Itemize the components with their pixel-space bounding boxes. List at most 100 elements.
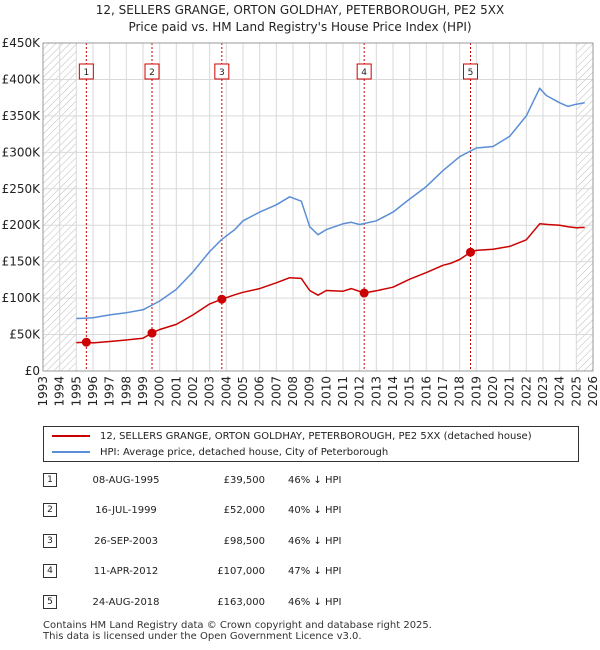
- row-hpi: 46% ↓ HPI: [288, 536, 342, 547]
- x-tick-label: 1997: [103, 376, 117, 407]
- x-tick-label: 2012: [353, 376, 367, 407]
- x-tick-label: 2017: [436, 376, 450, 407]
- x-tick-label: 2025: [569, 376, 583, 407]
- y-tick-label: £100K: [2, 291, 42, 305]
- transaction-point: [147, 328, 157, 338]
- plot-frame: [42, 42, 594, 372]
- x-tick-label: 2006: [253, 376, 267, 407]
- transaction-label-box: [214, 63, 230, 80]
- transaction-label: 2: [149, 68, 155, 78]
- transaction-label-box: [144, 63, 160, 80]
- transaction-point: [81, 337, 91, 347]
- chart-title-line: 12, SELLERS GRANGE, ORTON GOLDHAY, PETER…: [95, 3, 505, 17]
- chart-title: 12, SELLERS GRANGE, ORTON GOLDHAY, PETER…: [0, 2, 600, 36]
- series-line: [76, 87, 585, 320]
- x-tick-label: 1995: [69, 376, 83, 407]
- row-number-badge: 5: [43, 595, 57, 609]
- legend-label-hpi: HPI: Average price, detached house, City…: [100, 447, 389, 458]
- legend: 12, SELLERS GRANGE, ORTON GOLDHAY, PETER…: [43, 426, 579, 462]
- x-tick-label: 2011: [336, 376, 350, 407]
- row-price: £107,000: [217, 566, 265, 577]
- x-tick-label: 1993: [36, 376, 50, 407]
- x-tick-label: 2005: [236, 376, 250, 407]
- footer-line: Contains HM Land Registry data © Crown c…: [43, 620, 432, 631]
- x-tick-label: 2002: [186, 376, 200, 407]
- x-tick-label: 2023: [536, 376, 550, 407]
- legend-swatch-property: [52, 435, 90, 437]
- x-tick-label: 2007: [269, 376, 283, 407]
- hatched-region: [576, 43, 593, 371]
- table-row: 4 11-APR-2012 £107,000 47% ↓ HPI: [43, 562, 583, 582]
- x-tick-label: 2013: [369, 376, 383, 407]
- y-tick-label: £400K: [2, 72, 42, 86]
- legend-item-hpi: HPI: Average price, detached house, City…: [52, 446, 388, 460]
- x-tick-label: 2008: [286, 376, 300, 407]
- transaction-point: [217, 294, 227, 304]
- x-tick-label: 1996: [86, 376, 100, 407]
- transaction-label-box: [356, 63, 372, 80]
- y-tick-label: £50K: [9, 328, 41, 342]
- row-price: £163,000: [217, 597, 265, 608]
- row-hpi: 40% ↓ HPI: [288, 505, 342, 516]
- price-chart: 1 2 3 4 5 £0 £50K £100K £150K £200K £250K £300K £35…: [2, 36, 600, 407]
- x-tick-label: 2000: [153, 376, 167, 407]
- legend-swatch-hpi: [52, 451, 90, 453]
- transaction-label: 5: [468, 68, 474, 78]
- transaction-label-box: [78, 63, 94, 80]
- y-tick-label: £150K: [2, 255, 42, 269]
- chart-subtitle-line: Price paid vs. HM Land Registry's House …: [128, 20, 472, 34]
- row-date: 16-JUL-1999: [95, 505, 157, 516]
- row-hpi: 46% ↓ HPI: [288, 597, 342, 608]
- x-tick-label: 2009: [303, 376, 317, 407]
- series-line: [76, 223, 585, 344]
- x-tick-label: 2015: [403, 376, 417, 407]
- x-tick-label: 2016: [419, 376, 433, 407]
- y-tick-label: £250K: [2, 182, 42, 196]
- row-number-badge: 4: [43, 564, 57, 578]
- table-row: 1 08-AUG-1995 £39,500 46% ↓ HPI: [43, 471, 583, 491]
- x-tick-label: 2014: [386, 376, 400, 407]
- y-tick-label: £0: [25, 364, 40, 378]
- legend-label-property: 12, SELLERS GRANGE, ORTON GOLDHAY, PETER…: [100, 431, 532, 442]
- x-tick-label: 1998: [119, 376, 133, 407]
- x-tick-label: 2001: [169, 376, 183, 407]
- x-tick-label: 2020: [486, 376, 500, 407]
- legend-item-property: 12, SELLERS GRANGE, ORTON GOLDHAY, PETER…: [52, 430, 532, 444]
- row-date: 08-AUG-1995: [92, 475, 160, 486]
- row-date: 24-AUG-2018: [92, 597, 160, 608]
- table-row: 3 26-SEP-2003 £98,500 46% ↓ HPI: [43, 532, 583, 552]
- x-tick-label: 2019: [469, 376, 483, 407]
- y-tick-label: £300K: [2, 145, 42, 159]
- row-hpi: 46% ↓ HPI: [288, 475, 342, 486]
- x-tick-label: 2026: [586, 376, 600, 407]
- x-tick-label: 1994: [53, 376, 67, 407]
- y-tick-label: £200K: [2, 218, 42, 232]
- row-number-badge: 3: [43, 534, 57, 548]
- x-tick-label: 1999: [136, 376, 150, 407]
- y-tick-label: £350K: [2, 109, 42, 123]
- table-row: 5 24-AUG-2018 £163,000 46% ↓ HPI: [43, 593, 583, 613]
- transaction-label: 3: [219, 68, 225, 78]
- transaction-point: [359, 288, 369, 298]
- row-price: £98,500: [223, 536, 265, 547]
- row-hpi: 47% ↓ HPI: [288, 566, 342, 577]
- row-price: £52,000: [223, 505, 265, 516]
- x-tick-label: 2004: [219, 376, 233, 407]
- table-row: 2 16-JUL-1999 £52,000 40% ↓ HPI: [43, 501, 583, 521]
- x-tick-label: 2021: [503, 376, 517, 407]
- row-date: 11-APR-2012: [93, 566, 159, 577]
- x-tick-label: 2018: [453, 376, 467, 407]
- transaction-label: 4: [361, 68, 367, 78]
- x-tick-label: 2003: [203, 376, 217, 407]
- transaction-point: [466, 247, 475, 257]
- row-number-badge: 2: [43, 503, 57, 517]
- footer-line: This data is licensed under the Open Gov…: [43, 631, 362, 642]
- x-tick-label: 2010: [319, 376, 333, 407]
- y-tick-label: £450K: [2, 36, 42, 50]
- row-price: £39,500: [223, 475, 265, 486]
- x-tick-label: 2024: [553, 376, 567, 407]
- footer: Contains HM Land Registry data © Crown c…: [43, 620, 432, 642]
- row-number-badge: 1: [43, 473, 57, 487]
- row-date: 26-SEP-2003: [94, 536, 158, 547]
- transaction-label-box: [463, 63, 478, 80]
